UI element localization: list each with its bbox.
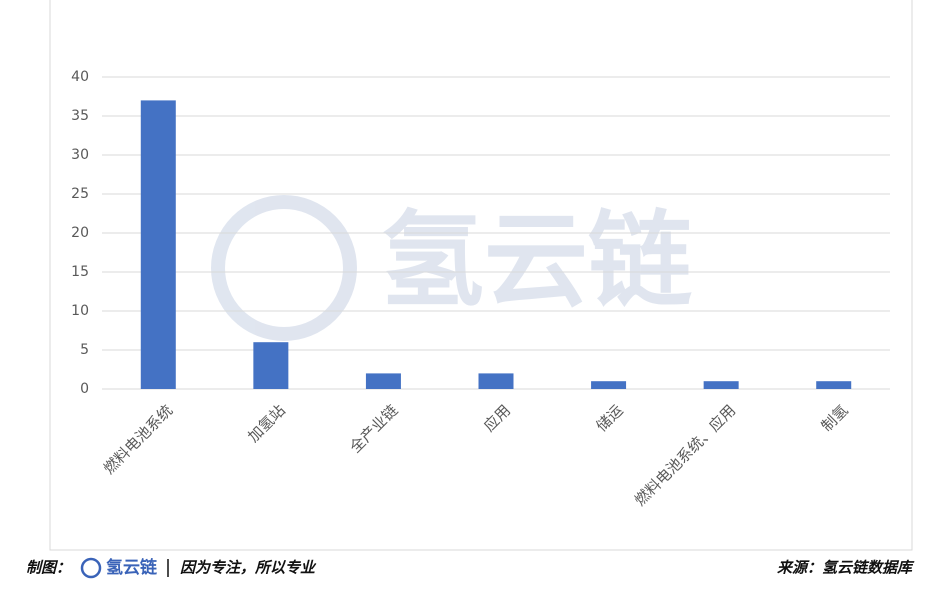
y-tick-label: 25 bbox=[71, 186, 89, 202]
footer: 制图： 氢云链 因为专注，所以专业 来源：氢云链数据库 bbox=[26, 557, 915, 579]
y-tick-label: 5 bbox=[80, 342, 89, 358]
brand-icon bbox=[80, 557, 102, 579]
watermark-ring bbox=[211, 195, 357, 341]
brand-name: 氢云链 bbox=[106, 557, 158, 578]
y-tick-label: 35 bbox=[71, 108, 89, 124]
bar bbox=[140, 100, 176, 390]
source: 来源：氢云链数据库 bbox=[777, 559, 915, 577]
bar bbox=[478, 373, 514, 389]
bar bbox=[591, 381, 627, 389]
slogan: 因为专注，所以专业 bbox=[180, 559, 317, 577]
y-tick-label: 20 bbox=[71, 225, 89, 241]
footer-label: 制图： bbox=[26, 559, 71, 577]
watermark-text: 氢云链 bbox=[380, 199, 692, 321]
y-tick-label: 10 bbox=[71, 303, 89, 319]
y-tick-label: 30 bbox=[71, 147, 89, 163]
bar bbox=[703, 381, 739, 389]
y-tick-label: 0 bbox=[80, 381, 89, 397]
bar bbox=[365, 373, 401, 389]
chart-frame bbox=[49, 0, 913, 551]
y-tick-label: 40 bbox=[71, 69, 89, 85]
y-tick-label: 15 bbox=[71, 264, 89, 280]
watermark: 氢云链 bbox=[211, 195, 692, 341]
bar bbox=[253, 342, 289, 389]
bar bbox=[816, 381, 852, 389]
